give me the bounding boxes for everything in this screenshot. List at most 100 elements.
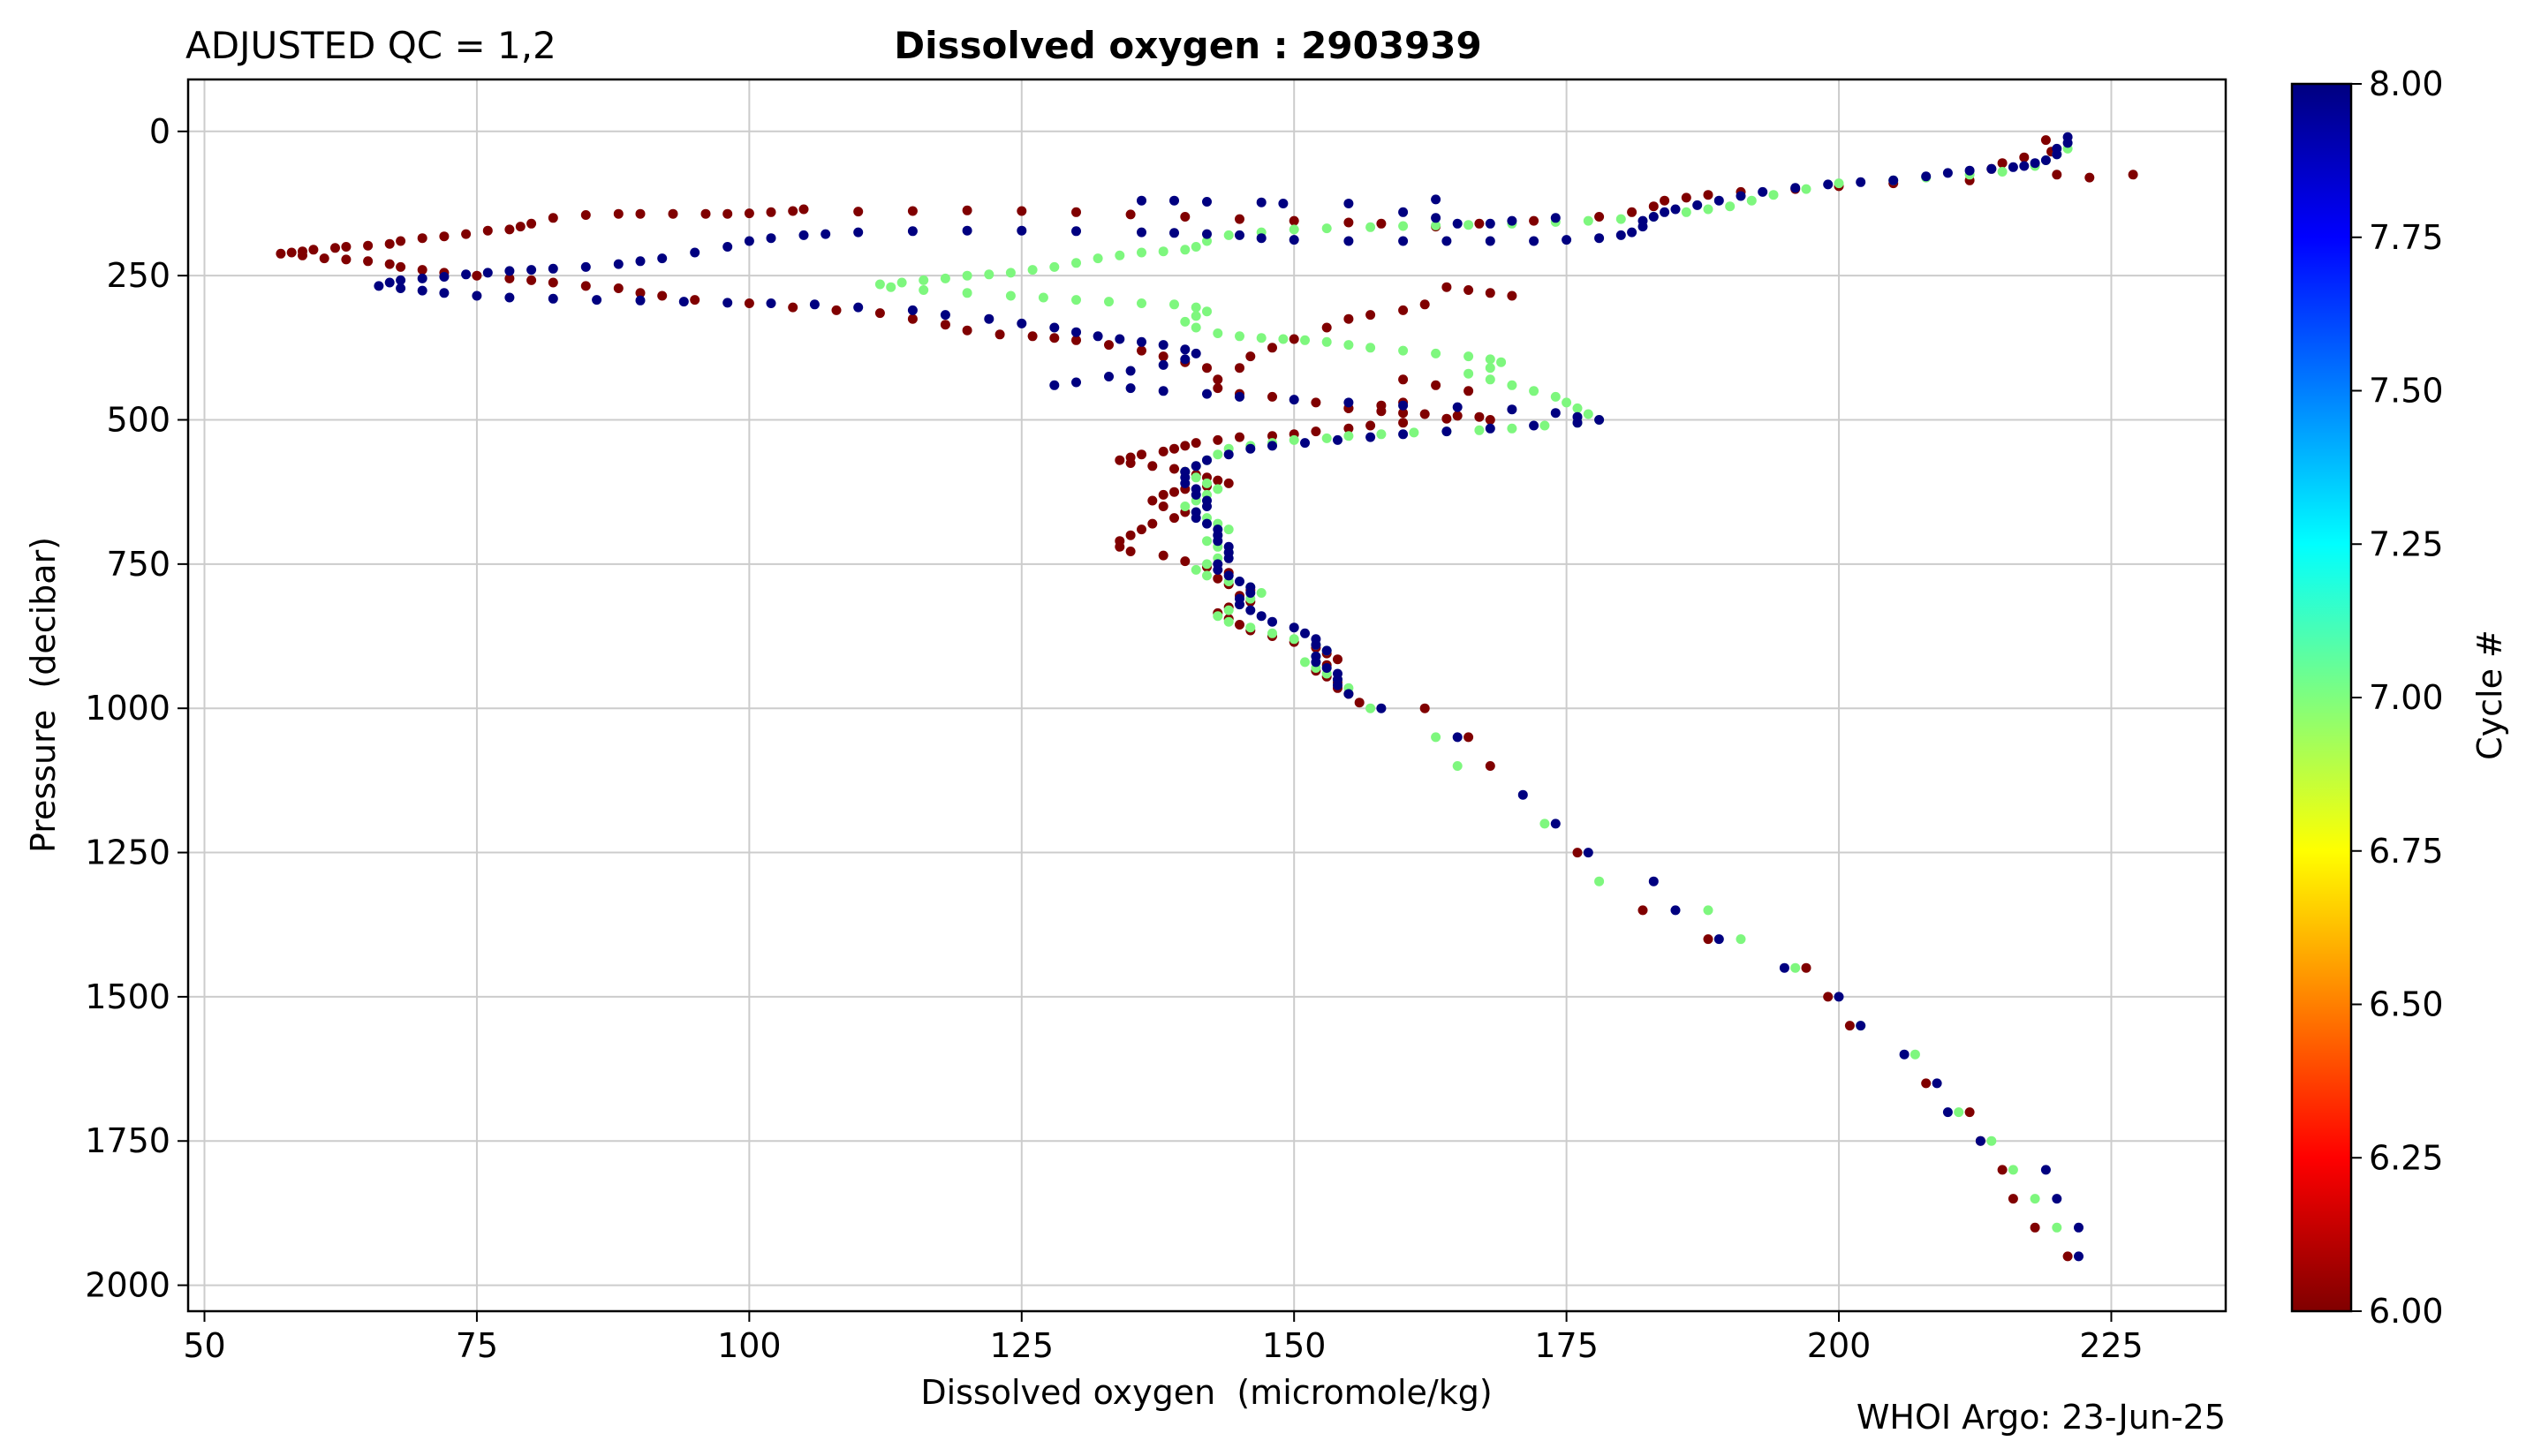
data-point-cycle-7 bbox=[1191, 472, 1201, 483]
y-tick-label: 500 bbox=[106, 401, 170, 440]
data-point-cycle-7 bbox=[1997, 167, 2008, 177]
data-point-cycle-8 bbox=[1692, 200, 1703, 210]
data-point-cycle-8 bbox=[1202, 502, 1212, 511]
data-point-cycle-7 bbox=[886, 282, 896, 292]
data-point-cycle-8 bbox=[1278, 199, 1289, 208]
data-point-cycle-8 bbox=[2074, 1222, 2084, 1233]
data-point-cycle-8 bbox=[1398, 236, 1409, 246]
colorbar-tick-label: 6.75 bbox=[2369, 832, 2444, 871]
data-point-cycle-6 bbox=[1398, 408, 1409, 419]
x-tick-label: 150 bbox=[1262, 1326, 1327, 1365]
data-point-cycle-8 bbox=[1779, 962, 1789, 973]
data-point-cycle-8 bbox=[1975, 1135, 1985, 1146]
data-point-cycle-8 bbox=[690, 247, 700, 258]
data-point-cycle-8 bbox=[2074, 1251, 2084, 1262]
data-point-cycle-6 bbox=[1441, 413, 1452, 424]
data-point-cycle-6 bbox=[363, 256, 374, 267]
data-point-cycle-7 bbox=[1289, 634, 1299, 645]
data-point-cycle-8 bbox=[1736, 191, 1746, 201]
data-point-cycle-8 bbox=[1235, 600, 1244, 610]
data-point-cycle-8 bbox=[1071, 327, 1081, 337]
data-point-cycle-6 bbox=[1311, 426, 1321, 437]
plot-area bbox=[188, 79, 2226, 1311]
data-point-cycle-8 bbox=[1017, 318, 1027, 328]
x-tick-label: 50 bbox=[183, 1326, 225, 1365]
data-point-cycle-7 bbox=[1071, 258, 1081, 268]
data-point-cycle-8 bbox=[1517, 789, 1528, 800]
y-tick-label: 1750 bbox=[85, 1121, 170, 1160]
data-point-cycle-7 bbox=[1834, 178, 1844, 189]
data-point-cycle-6 bbox=[1474, 218, 1485, 229]
data-point-cycle-6 bbox=[1147, 495, 1158, 506]
data-point-cycle-8 bbox=[809, 299, 820, 310]
data-point-cycle-7 bbox=[1474, 425, 1485, 435]
data-point-cycle-8 bbox=[461, 269, 472, 280]
data-point-cycle-6 bbox=[384, 238, 395, 249]
data-point-cycle-8 bbox=[1191, 513, 1201, 524]
data-point-cycle-6 bbox=[504, 224, 515, 235]
data-point-cycle-6 bbox=[690, 295, 700, 306]
data-point-cycle-8 bbox=[1180, 354, 1191, 365]
data-point-cycle-7 bbox=[1321, 433, 1332, 443]
data-point-cycle-6 bbox=[1125, 209, 1136, 220]
data-point-cycle-8 bbox=[962, 225, 972, 236]
data-point-cycle-7 bbox=[1376, 429, 1387, 440]
data-point-cycle-6 bbox=[363, 240, 374, 251]
data-point-cycle-8 bbox=[1213, 536, 1223, 547]
data-point-cycle-7 bbox=[1038, 292, 1048, 303]
data-point-cycle-7 bbox=[1790, 962, 1801, 973]
data-point-cycle-8 bbox=[2030, 158, 2040, 169]
data-point-cycle-8 bbox=[1223, 570, 1234, 581]
data-point-cycle-8 bbox=[1223, 553, 1234, 563]
data-point-cycle-6 bbox=[1245, 351, 1256, 362]
data-point-cycle-8 bbox=[1507, 215, 1517, 226]
data-point-cycle-8 bbox=[417, 285, 427, 296]
data-point-cycle-7 bbox=[1954, 1107, 1964, 1118]
data-point-cycle-7 bbox=[1485, 363, 1495, 373]
data-point-cycle-7 bbox=[1431, 220, 1441, 230]
data-point-cycle-6 bbox=[1169, 487, 1179, 497]
data-point-cycle-8 bbox=[1191, 461, 1201, 472]
data-point-cycle-8 bbox=[1431, 213, 1441, 223]
data-point-cycle-6 bbox=[1703, 934, 1713, 945]
data-point-cycle-7 bbox=[1104, 297, 1114, 307]
data-point-cycle-6 bbox=[1419, 409, 1430, 419]
data-point-cycle-7 bbox=[1321, 223, 1332, 234]
grid-lines bbox=[188, 79, 2226, 1311]
data-point-cycle-8 bbox=[1104, 372, 1114, 381]
data-point-cycle-8 bbox=[1343, 199, 1354, 208]
x-tick-label: 125 bbox=[990, 1326, 1055, 1365]
data-point-cycle-7 bbox=[1213, 328, 1223, 338]
colorbar-tick-label: 6.00 bbox=[2369, 1292, 2444, 1331]
data-point-cycle-6 bbox=[1660, 195, 1670, 206]
y-axis: 0 250 500 750 1000 1250 1500 1750 2000 bbox=[85, 112, 188, 1305]
data-point-cycle-8 bbox=[766, 298, 776, 308]
data-point-cycle-8 bbox=[1245, 605, 1256, 615]
data-point-cycle-8 bbox=[2019, 161, 2030, 171]
data-point-cycle-8 bbox=[940, 310, 950, 321]
data-point-cycle-6 bbox=[1137, 524, 1146, 535]
data-point-cycle-8 bbox=[1529, 236, 1539, 246]
x-tick-label: 225 bbox=[2079, 1326, 2144, 1365]
data-point-cycle-6 bbox=[1463, 386, 1474, 396]
data-point-cycle-7 bbox=[1213, 449, 1223, 460]
data-point-cycle-8 bbox=[1311, 657, 1321, 668]
data-point-cycle-6 bbox=[1104, 340, 1114, 351]
data-point-cycle-8 bbox=[374, 281, 384, 291]
data-point-cycle-8 bbox=[1343, 397, 1354, 408]
data-point-cycle-7 bbox=[1485, 374, 1495, 385]
data-point-cycle-8 bbox=[1049, 380, 1060, 390]
data-point-cycle-6 bbox=[1637, 905, 1648, 916]
data-point-cycle-6 bbox=[1376, 218, 1387, 229]
colorbar-tick-label: 7.00 bbox=[2369, 678, 2444, 717]
data-point-cycle-6 bbox=[635, 288, 646, 298]
data-point-cycle-7 bbox=[1343, 431, 1354, 441]
data-point-cycle-8 bbox=[1921, 171, 1932, 182]
data-point-cycle-6 bbox=[1115, 455, 1125, 465]
data-point-cycle-7 bbox=[1049, 261, 1060, 272]
colorbar-tick-label: 7.25 bbox=[2369, 524, 2444, 563]
data-point-cycle-6 bbox=[788, 302, 798, 313]
data-point-cycle-8 bbox=[1758, 186, 1768, 197]
data-point-cycle-8 bbox=[1267, 616, 1277, 627]
data-point-cycle-6 bbox=[1921, 1078, 1932, 1089]
